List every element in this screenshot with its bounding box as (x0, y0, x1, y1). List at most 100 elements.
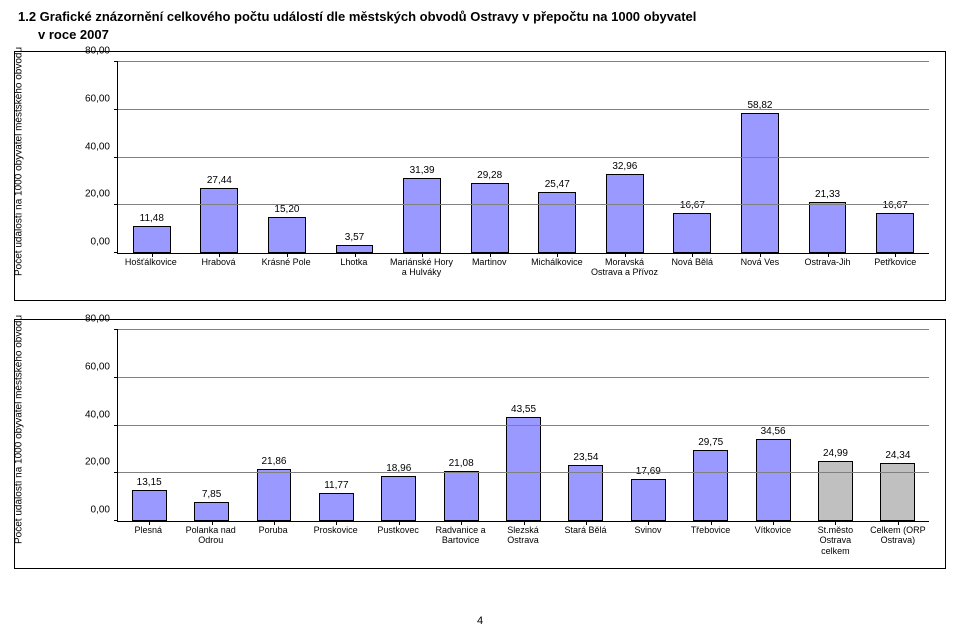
bar (200, 188, 238, 254)
bar-slot: 11,77 (305, 330, 367, 521)
gridline (118, 204, 929, 205)
y-tick-label: 0,00 (91, 505, 110, 516)
bar-value-label: 23,54 (573, 452, 598, 463)
bar-slot: 3,57 (321, 62, 389, 253)
bar (506, 417, 541, 521)
bar (538, 192, 576, 253)
chart-1-bars: 11,48 27,44 15,20 3,57 31,39 29,2825,47 32,96 1… (118, 62, 929, 253)
bar-value-label: 21,33 (815, 189, 840, 200)
bar-slot: 43,55 (492, 330, 554, 521)
x-label: Martinov (455, 254, 523, 300)
bar (336, 245, 374, 254)
bar-slot: 23,54 (555, 330, 617, 521)
bar-slot: 24,34 (867, 330, 929, 521)
y-tick-mark (114, 425, 118, 426)
x-label: Nová Bělá (658, 254, 726, 300)
x-label: Polanka nad Odrou (179, 522, 241, 568)
chart-2-frame: Počet událostí na 1000 obyvatel městskéh… (14, 319, 946, 569)
y-tick-mark (114, 252, 118, 253)
bar-slot: 16,67 (861, 62, 929, 253)
chart-1-plot: 11,48 27,44 15,20 3,57 31,39 29,2825,47 32,96 1… (117, 62, 929, 254)
chart-2-bars: 13,15 7,85 21,86 11,7718,9621,08 43,55 23,54 1… (118, 330, 929, 521)
chart-2-yaxis-label: Počet událostí na 1000 obyvatel městskéh… (14, 344, 25, 544)
bar (876, 213, 914, 253)
y-tick-label: 0,00 (91, 237, 110, 248)
page-number: 4 (0, 615, 960, 627)
x-label: Moravská Ostrava a Přívoz (591, 254, 659, 300)
bar-slot: 29,28 (456, 62, 524, 253)
chart-2-plot: 13,15 7,85 21,86 11,7718,9621,08 43,55 23,54 1… (117, 330, 929, 522)
gridline (118, 425, 929, 426)
gridline (118, 109, 929, 110)
x-label: Krásné Pole (252, 254, 320, 300)
x-label: Hrabová (185, 254, 253, 300)
bar-value-label: 24,34 (885, 450, 910, 461)
x-label: Radvanice a Bartovice (429, 522, 491, 568)
bar (319, 493, 354, 521)
y-tick-label: 80,00 (85, 314, 110, 325)
chart-1-frame: Počet událostí na 1000 obyvatel městskéh… (14, 51, 946, 301)
bar-value-label: 34,56 (761, 426, 786, 437)
gridline (118, 61, 929, 62)
y-tick-mark (114, 472, 118, 473)
bar-value-label: 15,20 (274, 204, 299, 215)
y-tick-label: 80,00 (85, 46, 110, 57)
bar-slot: 21,33 (794, 62, 862, 253)
x-label: Slezská Ostrava (492, 522, 554, 568)
x-label: Stará Bělá (554, 522, 616, 568)
bar-slot: 21,86 (243, 330, 305, 521)
bar-value-label: 43,55 (511, 404, 536, 415)
x-label: Vítkovice (742, 522, 804, 568)
bar-slot: 58,82 (726, 62, 794, 253)
bar (741, 113, 779, 253)
y-tick-label: 60,00 (85, 361, 110, 372)
bar (756, 439, 791, 522)
bar-value-label: 3,57 (345, 232, 364, 243)
bar-slot: 18,96 (368, 330, 430, 521)
bar-value-label: 16,67 (680, 200, 705, 211)
chart-2-xlabels: PlesnáPolanka nad OdrouPorubaProskoviceP… (117, 522, 929, 568)
bar (268, 217, 306, 253)
bar-value-label: 7,85 (202, 489, 221, 500)
bar-value-label: 32,96 (612, 161, 637, 172)
x-label: Ostrava-Jih (794, 254, 862, 300)
bar-slot: 17,69 (617, 330, 679, 521)
bar (471, 183, 509, 253)
bar-slot: 25,47 (523, 62, 591, 253)
x-label: Mariánské Hory a Hulváky (388, 254, 456, 300)
x-label: Petřkovice (861, 254, 929, 300)
bar (809, 202, 847, 253)
x-label: Pustkovec (367, 522, 429, 568)
bar-slot: 31,39 (388, 62, 456, 253)
x-label: Lhotka (320, 254, 388, 300)
chart-2-plot-container: 13,15 7,85 21,86 11,7718,9621,08 43,55 23,54 1… (79, 330, 935, 522)
x-label: Nová Ves (726, 254, 794, 300)
title-line1: 1.2 Grafické znázornění celkového počtu … (18, 9, 696, 24)
x-label: Plesná (117, 522, 179, 568)
bar-slot: 11,48 (118, 62, 186, 253)
bar (818, 461, 853, 521)
bar-value-label: 13,15 (137, 477, 162, 488)
bar-value-label: 29,75 (698, 437, 723, 448)
gridline (118, 329, 929, 330)
bar-slot: 29,75 (680, 330, 742, 521)
bar (257, 469, 292, 521)
x-label: Proskovice (304, 522, 366, 568)
bar (693, 450, 728, 521)
bar-slot: 27,44 (186, 62, 254, 253)
bar-slot: 34,56 (742, 330, 804, 521)
bar-slot: 24,99 (804, 330, 866, 521)
gridline (118, 377, 929, 378)
bar-slot: 32,96 (591, 62, 659, 253)
bar-value-label: 21,86 (261, 456, 286, 467)
section-title: 1.2 Grafické znázornění celkového počtu … (0, 0, 960, 43)
y-tick-mark (114, 61, 118, 62)
bar-value-label: 16,67 (883, 200, 908, 211)
bar (194, 502, 229, 521)
x-label: St.město Ostrava celkem (804, 522, 866, 568)
x-label: Svinov (617, 522, 679, 568)
bar-slot: 21,08 (430, 330, 492, 521)
bar-value-label: 11,48 (140, 213, 164, 224)
bar-value-label: 31,39 (410, 165, 435, 176)
chart-1-yaxis-label: Počet událostí na 1000 obyvatel městskéh… (14, 76, 25, 276)
